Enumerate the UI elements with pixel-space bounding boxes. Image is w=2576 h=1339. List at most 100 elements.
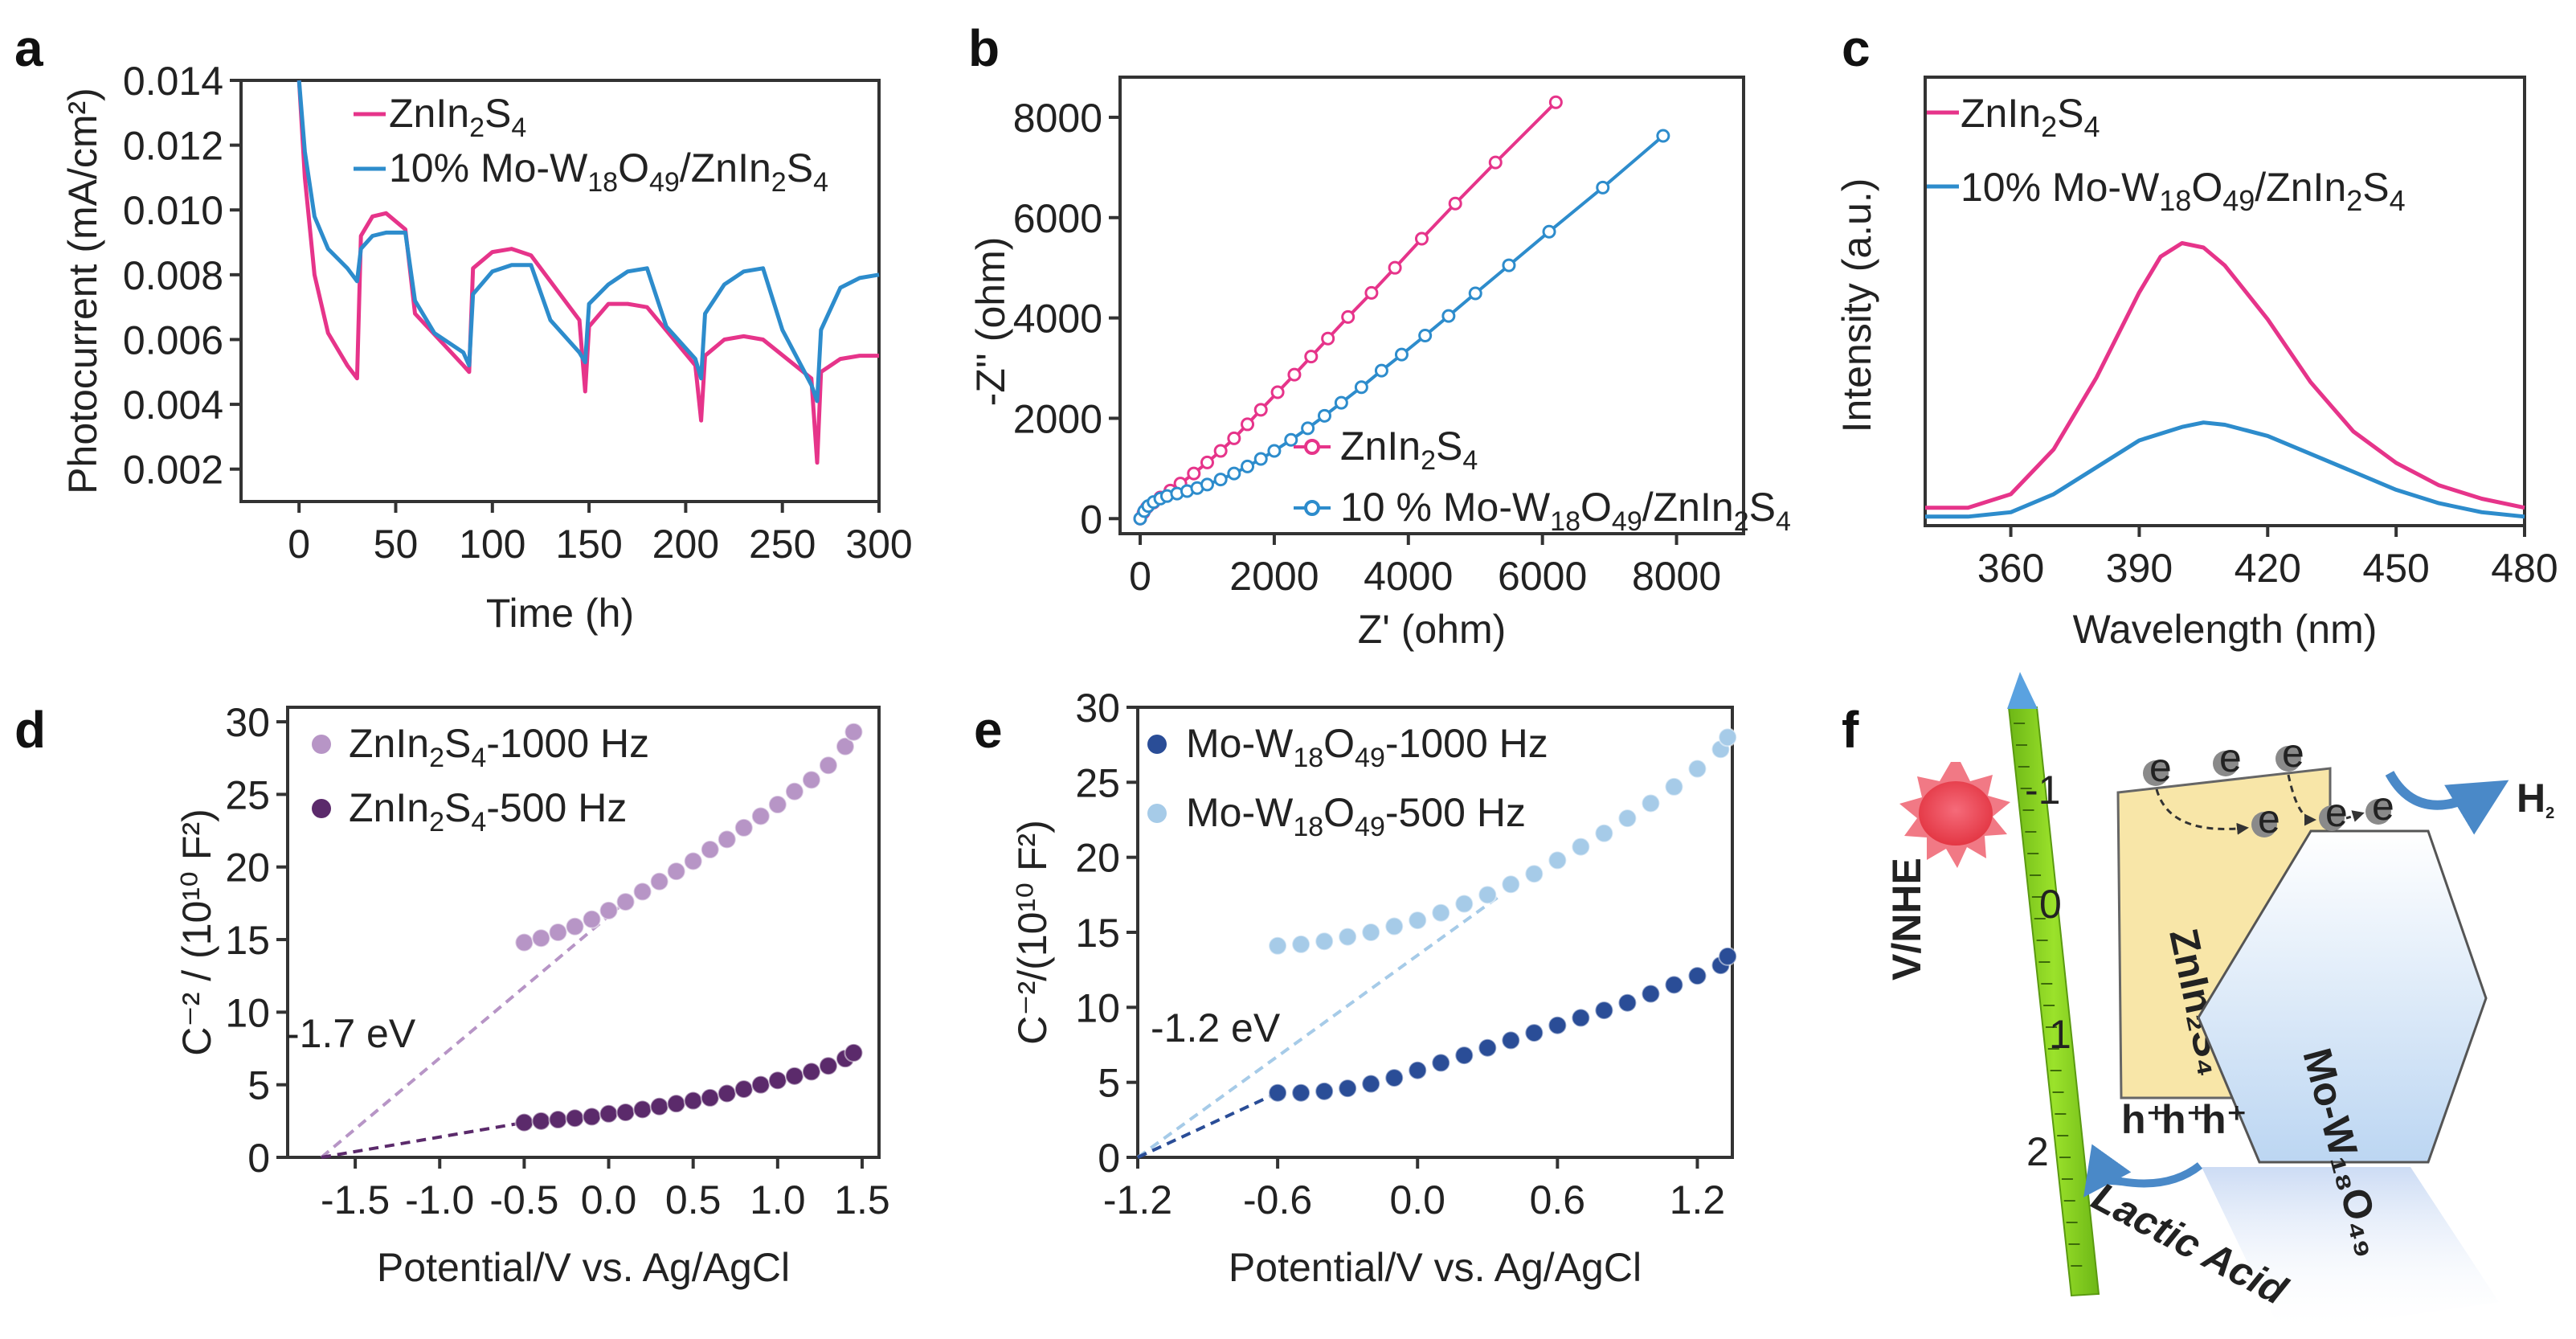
data-point-d-1 <box>784 1066 804 1086</box>
data-point-e-0 <box>1718 946 1738 966</box>
series-line-a-1 <box>296 80 880 403</box>
legend-d-label-1: ZnIn2S4-500 Hz <box>349 785 627 837</box>
data-point-b-1 <box>1374 363 1388 378</box>
legend-e: Mo-W18O49-1000 Hz Mo-W18O49-500 Hz <box>1147 721 1548 842</box>
y-axis-label-d: C⁻² / (10¹⁰ F²) <box>174 809 219 1056</box>
data-point-e-0 <box>1454 1046 1474 1066</box>
data-point-d-0 <box>599 900 619 920</box>
data-point-e-1 <box>1641 793 1661 813</box>
hexagon-reflection <box>2202 1167 2499 1334</box>
data-point-d-1 <box>717 1083 737 1104</box>
y-tick-label-e: 0 <box>1098 1136 1120 1181</box>
data-point-b-1 <box>1334 395 1348 410</box>
data-point-e-1 <box>1384 916 1405 936</box>
data-point-d-1 <box>514 1112 534 1132</box>
data-point-d-0 <box>784 781 804 801</box>
data-point-d-1 <box>649 1096 669 1116</box>
data-point-d-0 <box>615 892 636 912</box>
scale-label-0: -1 <box>2025 768 2060 813</box>
data-point-b-1 <box>1284 432 1298 447</box>
data-point-d-0 <box>717 829 737 850</box>
data-point-d-1 <box>582 1107 602 1127</box>
electrons: e e e e e e <box>2143 731 2394 841</box>
x-tick-label-b: 6000 <box>1498 554 1587 599</box>
x-tick-label-a: 300 <box>845 522 912 567</box>
data-point-d-1 <box>734 1079 754 1099</box>
x-tick-label-d: -1.0 <box>405 1177 474 1222</box>
x-axis-label-b: Z' (ohm) <box>1358 607 1507 652</box>
data-point-e-0 <box>1501 1030 1521 1050</box>
annotation-d: -1.7 eV <box>286 1011 416 1056</box>
y-tick-label-e: 5 <box>1098 1061 1120 1106</box>
data-point-d-1 <box>750 1075 771 1095</box>
data-point-d-0 <box>531 928 551 948</box>
x-tick-label-d: 1.0 <box>750 1177 806 1222</box>
data-point-b-1 <box>1596 180 1610 195</box>
data-point-d-1 <box>615 1103 636 1122</box>
x-tick-label-d: 0.0 <box>581 1177 637 1222</box>
hole-label-2: h⁺ <box>2202 1097 2247 1142</box>
y-axis-label-b: -Z'' (ohm) <box>968 237 1013 407</box>
data-point-b-0 <box>1448 196 1462 211</box>
data-point-b-1 <box>1253 452 1268 466</box>
x-tick-label-b: 8000 <box>1632 554 1721 599</box>
x-tick-label-e: -1.2 <box>1103 1177 1172 1222</box>
panel-c: c 360 390 420 450 480 Wavelength (nm) Intensit… <box>1834 19 2558 652</box>
legend-a-label-0: ZnIn2S4 <box>389 91 526 143</box>
cocatalyst-hexagon <box>2197 829 2488 1164</box>
data-point-d-0 <box>818 755 838 776</box>
series-line-c-1 <box>1925 420 2525 519</box>
data-point-d-0 <box>565 916 585 936</box>
data-point-e-1 <box>1548 850 1568 870</box>
legend-b-marker-0 <box>1304 439 1320 455</box>
electron-label-3: e <box>2258 796 2280 841</box>
y-tick-label-b: 0 <box>1080 497 1102 542</box>
legend-b-marker-1 <box>1304 500 1320 516</box>
data-point-b-1 <box>1418 328 1433 342</box>
data-point-e-1 <box>1315 932 1335 952</box>
data-point-e-0 <box>1431 1053 1451 1073</box>
data-point-d-0 <box>683 851 703 871</box>
data-point-e-0 <box>1641 984 1661 1004</box>
fit-line-d-0 <box>320 900 627 1159</box>
x-tick-label-c: 390 <box>2106 546 2173 591</box>
data-point-d-0 <box>700 840 720 860</box>
data-point-b-0 <box>1548 95 1563 109</box>
data-point-d-0 <box>548 923 568 942</box>
legend-e-marker-0 <box>1147 735 1167 754</box>
data-point-b-0 <box>1213 444 1228 458</box>
data-point-e-1 <box>1431 903 1451 923</box>
data-point-e-0 <box>1524 1023 1544 1043</box>
y-tick-label-d: 5 <box>247 1063 270 1108</box>
x-axis-label-a: Time (h) <box>486 591 634 636</box>
x-tick-label-e: 1.2 <box>1670 1177 1726 1222</box>
fit-line-e-0 <box>1136 895 1500 1159</box>
data-point-d-0 <box>734 817 754 837</box>
h2-arrow-icon <box>2385 770 2509 835</box>
data-point-b-1 <box>1394 347 1409 362</box>
data-point-d-1 <box>767 1071 787 1091</box>
data-point-d-1 <box>632 1099 652 1120</box>
data-point-e-1 <box>1594 823 1614 843</box>
y-tick-label-a: 0.012 <box>123 124 223 169</box>
plot-frame-b <box>1118 76 1745 535</box>
data-point-d-1 <box>683 1091 703 1111</box>
x-tick-label-c: 420 <box>2235 546 2301 591</box>
data-point-d-0 <box>666 862 686 882</box>
panel-letter-c: c <box>1842 19 1871 77</box>
legend-b-label-0: ZnIn2S4 <box>1340 424 1478 476</box>
data-point-b-0 <box>1304 350 1319 364</box>
data-point-b-1 <box>1227 466 1241 481</box>
data-point-e-0 <box>1291 1083 1311 1103</box>
data-point-e-0 <box>1617 993 1638 1013</box>
sun-icon <box>1899 762 2010 868</box>
data-point-b-0 <box>1488 155 1503 170</box>
data-point-d-1 <box>565 1108 585 1128</box>
data-point-d-1 <box>548 1110 568 1130</box>
data-point-d-0 <box>582 909 602 929</box>
x-tick-label-d: 1.5 <box>834 1177 890 1222</box>
y-tick-label-a: 0.010 <box>123 188 223 233</box>
panel-f-schematic: f V/NHE -1 0 1 2 ZnIn₂S₄ Mo-W₁₈O₄₉ e e e… <box>1842 672 2554 1334</box>
y-tick-label-a: 0.002 <box>123 448 223 493</box>
electron-label-4: e <box>2325 790 2348 835</box>
